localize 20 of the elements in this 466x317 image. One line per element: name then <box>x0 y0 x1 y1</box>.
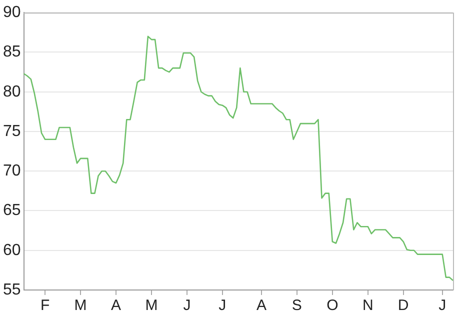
y-tick-label: 60 <box>3 242 21 259</box>
x-tick-label: M <box>145 297 158 314</box>
x-tick-label: O <box>326 297 338 314</box>
y-tick-label: 75 <box>3 122 21 140</box>
x-tick-label: N <box>362 297 374 314</box>
y-tick-label: 55 <box>3 281 21 298</box>
x-tick-label: A <box>111 297 122 314</box>
y-tick-label: 85 <box>3 44 21 61</box>
x-tick-label: J <box>183 297 191 314</box>
x-tick-label: J <box>218 297 226 314</box>
x-tick-label: D <box>398 297 409 314</box>
x-tick-label: A <box>256 297 266 314</box>
y-tick-label: 65 <box>3 202 21 220</box>
x-tick-label: J <box>438 297 446 314</box>
y-tick-label: 80 <box>3 83 21 100</box>
y-tick-label: 90 <box>3 4 21 22</box>
x-tick-label: F <box>40 297 50 314</box>
y-tick-label: 70 <box>3 162 21 180</box>
x-tick-label: S <box>292 297 302 314</box>
x-tick-label: M <box>74 297 87 314</box>
